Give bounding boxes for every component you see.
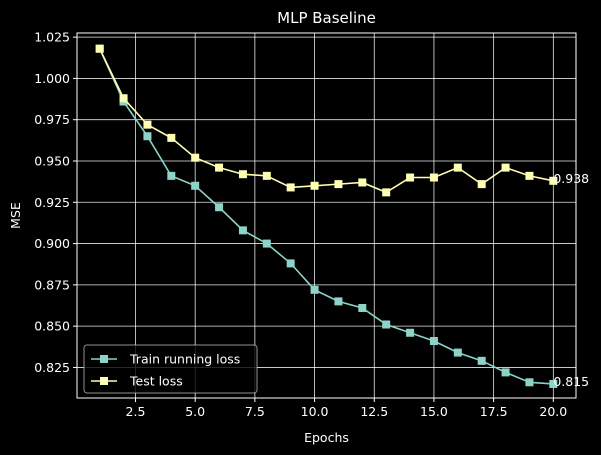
legend-marker-train [100, 355, 108, 363]
train-loss-marker [167, 171, 176, 180]
plot-frame [76, 32, 577, 399]
legend-label-test: Test loss [129, 374, 183, 389]
x-tick-label: 7.5 [245, 404, 265, 419]
test-loss-marker [119, 94, 128, 103]
test-loss-marker [406, 173, 415, 182]
train-loss-marker [215, 203, 224, 212]
test-loss-marker [215, 163, 224, 172]
test-loss-marker [525, 171, 534, 180]
train-loss-marker [501, 368, 510, 377]
y-tick-label: 0.825 [34, 360, 70, 375]
y-tick-label: 0.950 [34, 153, 70, 168]
test-loss-marker [310, 181, 319, 190]
test-end-label: 0.938 [553, 171, 589, 186]
chart-title: MLP Baseline [277, 9, 376, 27]
legend-marker-test [100, 377, 108, 385]
test-loss-marker [429, 173, 438, 182]
y-axis-label: MSE [8, 202, 23, 229]
test-loss-marker [143, 120, 152, 129]
test-loss-marker [334, 180, 343, 189]
x-tick-label: 2.5 [126, 404, 146, 419]
train-loss-marker [358, 303, 367, 312]
test-loss-marker [191, 153, 200, 162]
y-tick-label: 0.925 [34, 195, 70, 210]
y-tick-label: 0.850 [34, 319, 70, 334]
train-loss-marker [310, 285, 319, 294]
test-loss-marker [358, 178, 367, 187]
train-loss-marker [453, 348, 462, 357]
test-loss-marker [549, 176, 558, 185]
y-tick-label: 0.975 [34, 112, 70, 127]
train-loss-marker [382, 320, 391, 329]
train-loss-marker [406, 328, 415, 337]
test-loss-marker [95, 44, 104, 53]
test-loss-marker [167, 133, 176, 142]
test-loss-marker [453, 163, 462, 172]
x-tick-label: 5.0 [185, 404, 205, 419]
train-loss-marker [477, 356, 486, 365]
test-loss-marker [382, 188, 391, 197]
y-tick-label: 1.025 [34, 30, 70, 45]
train-loss-marker [286, 259, 295, 268]
ticks: 2.5 5.0 7.5 10.0 12.5 15.0 17.5 20.0 0.825 0.850 0… [34, 30, 567, 419]
y-tick-label: 0.900 [34, 236, 70, 251]
x-tick-label: 17.5 [480, 404, 508, 419]
legend-label-train: Train running loss [129, 352, 240, 367]
train-loss-marker [143, 132, 152, 141]
grid [77, 33, 576, 398]
y-tick-label: 1.000 [34, 71, 70, 86]
series-layer: 0.815 0.938 [95, 44, 589, 389]
x-tick-label: 12.5 [360, 404, 388, 419]
x-axis-label: Epochs [304, 430, 349, 445]
train-loss-marker [429, 337, 438, 346]
train-loss-line [98, 48, 554, 385]
train-loss-marker [191, 181, 200, 190]
train-loss-marker [549, 379, 558, 388]
train-loss-marker [334, 297, 343, 306]
train-end-label: 0.815 [553, 374, 589, 389]
train-loss-marker [238, 226, 247, 235]
test-loss-marker [286, 183, 295, 192]
x-tick-label: 10.0 [301, 404, 329, 419]
y-tick-label: 0.875 [34, 277, 70, 292]
test-loss-marker [501, 163, 510, 172]
x-tick-label: 15.0 [420, 404, 448, 419]
train-loss-marker [262, 239, 271, 248]
legend: Train running loss Test loss [83, 344, 258, 394]
train-loss-marker [525, 378, 534, 387]
x-tick-label: 20.0 [539, 404, 567, 419]
legend-box [83, 344, 258, 394]
test-loss-marker [262, 171, 271, 180]
test-loss-marker [477, 180, 486, 189]
test-loss-marker [238, 170, 247, 179]
